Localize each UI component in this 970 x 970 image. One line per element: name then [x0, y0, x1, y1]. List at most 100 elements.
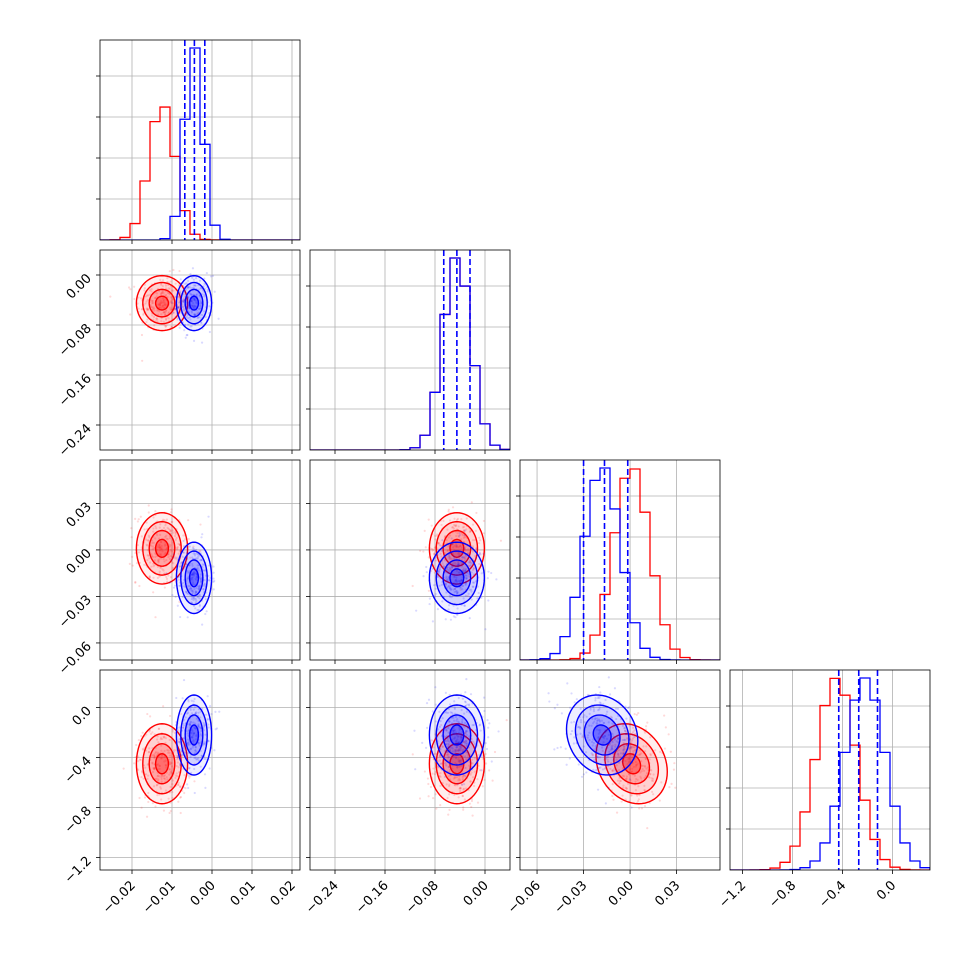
scatter-point	[169, 754, 172, 757]
scatter-point	[628, 746, 631, 750]
contour-series-0	[595, 723, 668, 805]
scatter-point	[461, 534, 464, 537]
scatter-point	[168, 557, 172, 561]
scatter-point	[164, 293, 168, 297]
scatter-point	[598, 720, 602, 723]
scatter-point	[182, 744, 186, 748]
scatter-point	[452, 729, 456, 732]
scatter-point	[151, 299, 154, 303]
scatter-point	[155, 317, 158, 320]
scatter-point	[618, 777, 621, 780]
scatter-point	[456, 583, 459, 586]
scatter-point	[455, 569, 458, 573]
scatter-point	[198, 575, 201, 578]
scatter-point	[433, 552, 436, 556]
scatter-point	[461, 794, 464, 797]
scatter-point	[192, 596, 195, 600]
scatter-point	[612, 759, 615, 762]
scatter-point	[467, 575, 470, 578]
scatter-point	[465, 582, 468, 585]
scatter-point	[153, 753, 156, 756]
scatter-point	[194, 277, 198, 280]
scatter-point	[150, 539, 154, 542]
scatter-point	[135, 562, 139, 565]
scatter-point	[197, 742, 201, 745]
scatter-point	[186, 571, 190, 574]
scatter-point	[171, 783, 174, 786]
scatter-point	[188, 564, 191, 567]
scatter-point	[133, 297, 136, 301]
scatter-point	[182, 786, 185, 789]
scatter-point	[427, 795, 430, 798]
scatter-point	[626, 738, 629, 741]
scatter-point	[639, 775, 642, 778]
scatter-point	[155, 784, 158, 787]
scatter-point	[633, 713, 636, 716]
scatter-point	[598, 701, 601, 704]
scatter-point	[628, 768, 632, 771]
scatter-point	[583, 720, 586, 723]
scatter-point	[432, 746, 435, 749]
scatter-point	[198, 744, 201, 747]
scatter-point	[454, 587, 457, 591]
scatter-point	[445, 575, 448, 578]
scatter-point	[611, 769, 614, 772]
scatter-point	[593, 748, 596, 751]
scatter-point	[190, 771, 193, 774]
scatter-point	[460, 708, 463, 712]
scatter-point	[146, 763, 149, 766]
scatter-point	[491, 779, 494, 782]
scatter-point	[166, 277, 169, 280]
scatter-point	[143, 287, 146, 290]
scatter-point	[468, 530, 472, 534]
scatter-point	[458, 745, 461, 748]
scatter-point	[465, 577, 468, 581]
scatter-point	[162, 775, 166, 778]
contour-series-1	[184, 559, 204, 597]
scatter-point	[140, 535, 143, 538]
scatter-point	[569, 732, 572, 736]
scatter-point	[458, 544, 462, 548]
scatter-point	[198, 605, 201, 608]
scatter-point	[171, 298, 174, 301]
panel-frame	[99, 249, 301, 451]
scatter-point	[191, 736, 194, 739]
scatter-point	[628, 724, 631, 727]
scatter-point	[422, 575, 425, 578]
scatter-point	[594, 717, 597, 720]
scatter-point	[463, 559, 466, 563]
scatter-point	[466, 571, 469, 574]
histogram-step-series-1	[310, 257, 510, 450]
scatter-point	[445, 726, 448, 729]
scatter-point	[425, 726, 429, 729]
scatter-point	[453, 561, 456, 564]
scatter-point	[456, 749, 459, 752]
scatter-point	[446, 568, 450, 571]
scatter-point	[163, 313, 167, 316]
scatter-point	[137, 518, 140, 521]
scatter-point	[181, 754, 184, 757]
scatter-point	[623, 745, 626, 748]
scatter-point	[163, 324, 166, 327]
scatter-point	[189, 318, 192, 321]
scatter-point	[192, 313, 196, 316]
scatter-point	[206, 718, 209, 721]
scatter-point	[201, 533, 204, 536]
panel-p0-p0	[96, 39, 301, 244]
scatter-point	[200, 300, 203, 304]
scatter-point	[486, 577, 489, 580]
scatter-point	[463, 732, 467, 735]
scatter-point	[158, 545, 161, 548]
scatter-point	[197, 757, 200, 760]
scatter-point	[203, 773, 207, 776]
scatter-point	[195, 575, 198, 578]
scatter-point	[453, 732, 456, 735]
scatter-point	[463, 557, 467, 560]
scatter-point	[186, 302, 189, 305]
scatter-point	[166, 291, 170, 295]
scatter-point	[579, 707, 582, 710]
scatter-point	[626, 736, 629, 740]
scatter-point	[160, 749, 163, 752]
scatter-point	[454, 590, 457, 593]
scatter-point	[140, 775, 143, 779]
